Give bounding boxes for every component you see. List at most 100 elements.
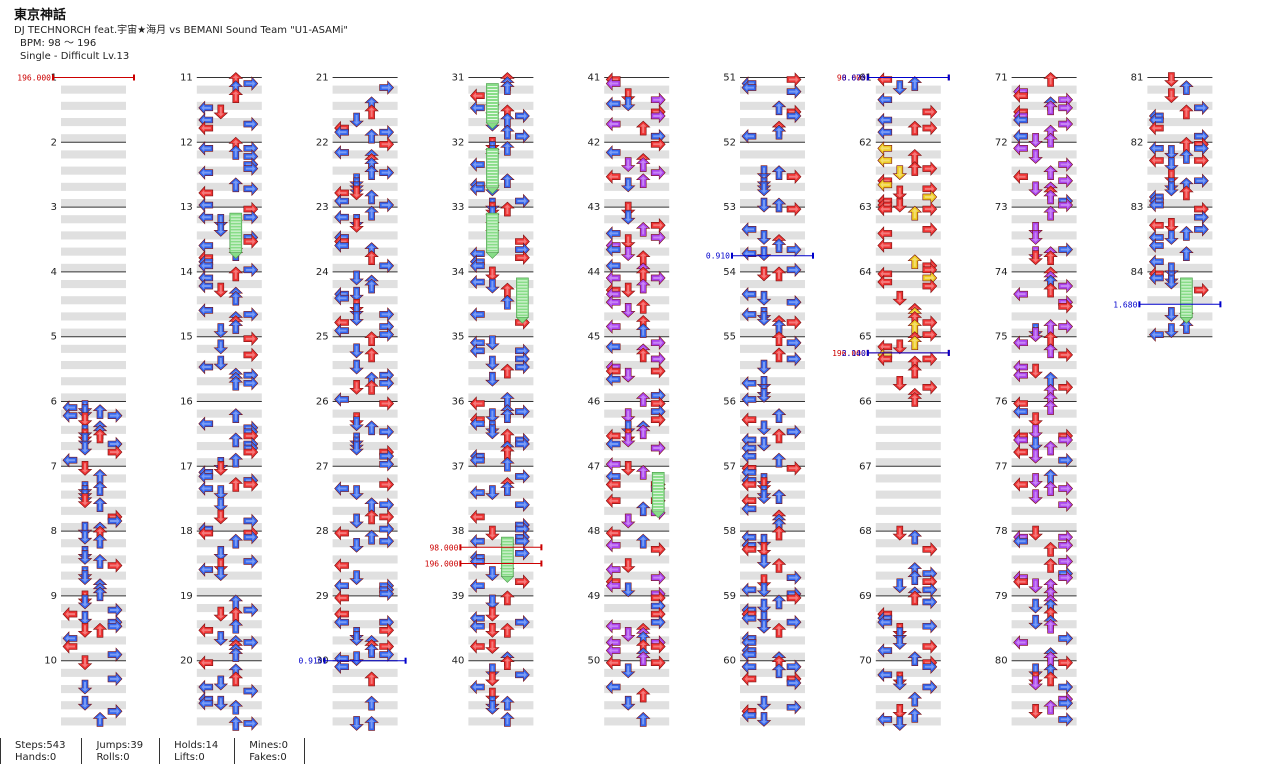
arrow-down-icon <box>1164 274 1179 290</box>
arrow-left-icon <box>198 481 214 496</box>
measure-number: 26 <box>316 397 329 408</box>
arrow-down-icon <box>349 537 364 553</box>
arrow-right-icon <box>1058 173 1074 189</box>
arrow-up-icon <box>500 80 515 95</box>
arrow-down-icon <box>1164 72 1179 87</box>
measure-77: 77 <box>995 461 1077 532</box>
arrow-up-icon <box>907 392 923 407</box>
arrow-down-icon <box>892 375 908 391</box>
arrow-right-icon <box>515 574 530 589</box>
arrow-up-icon <box>500 408 515 423</box>
arrow-down-icon <box>213 675 229 691</box>
measure-45: 45 <box>587 332 670 402</box>
arrow-down-icon <box>1028 598 1043 614</box>
arrow-down-icon <box>213 497 229 513</box>
arrow-down-icon <box>892 525 908 541</box>
arrow-left-icon <box>741 542 757 557</box>
arrow-down-icon <box>756 230 772 245</box>
arrow-left-icon <box>198 141 214 156</box>
arrow-up-icon <box>635 392 651 407</box>
arrow-left-icon <box>1148 197 1164 213</box>
arrow-left-icon <box>1013 477 1028 492</box>
arrow-right-icon <box>1058 537 1074 553</box>
arrow-right-icon <box>786 614 802 630</box>
arrow-right-icon <box>379 586 395 602</box>
arrow-down-icon <box>349 286 364 302</box>
measure-67: 67 <box>859 461 941 532</box>
measure-number: 17 <box>180 461 193 472</box>
arrow-left-icon <box>741 128 757 144</box>
arrow-left-icon <box>469 343 485 359</box>
arrow-up-icon <box>907 161 923 176</box>
arrow-up-icon <box>771 594 787 610</box>
arrow-up-icon <box>364 509 379 525</box>
bpm-change-label: 98.000 <box>429 543 458 552</box>
arrow-up-icon <box>500 363 515 379</box>
arrow-down-icon <box>756 598 772 614</box>
arrow-down-icon <box>892 716 908 731</box>
measure-52: 52 <box>723 137 805 208</box>
arrow-down-icon <box>485 266 500 282</box>
bpm-change-marker: 196.000 <box>17 74 135 83</box>
arrow-down-icon <box>485 594 500 610</box>
arrow-up-icon <box>771 558 787 573</box>
arrow-down-icon <box>485 566 500 582</box>
arrow-up-icon <box>907 335 923 351</box>
arrow-down-icon <box>756 420 772 436</box>
measure-37: 37 <box>452 461 534 532</box>
arrow-down-icon <box>213 323 229 339</box>
arrow-left-icon <box>877 614 893 630</box>
arrow-left-icon <box>605 169 621 184</box>
arrow-right-icon <box>922 679 938 695</box>
arrow-up-icon <box>1043 100 1058 116</box>
arrow-up-icon <box>500 173 515 189</box>
arrow-down-icon <box>1028 703 1043 719</box>
fakes-stat: Fakes:0 <box>249 752 287 763</box>
measure-number: 58 <box>723 526 736 537</box>
measure-7: 7 <box>51 461 126 532</box>
arrow-up-icon <box>92 533 108 549</box>
measure-number: 56 <box>723 397 736 408</box>
arrow-left-icon <box>198 209 214 225</box>
arrow-left-icon <box>1013 635 1028 650</box>
measure-number: 15 <box>180 332 193 343</box>
arrow-down-icon <box>1164 181 1179 197</box>
arrow-down-icon <box>77 695 93 711</box>
arrow-down-icon <box>1164 145 1179 160</box>
measure-number: 74 <box>995 267 1008 278</box>
arrow-down-icon <box>485 408 500 424</box>
arrow-right-icon <box>1058 432 1074 448</box>
arrow-left-icon <box>1013 574 1028 589</box>
arrow-up-icon <box>907 363 923 379</box>
arrow-down-icon <box>485 699 500 715</box>
measure-number: 7 <box>51 461 57 472</box>
measure-68: 68 <box>859 526 941 596</box>
arrow-left-icon <box>334 323 349 338</box>
arrow-up-icon <box>92 481 108 496</box>
arrow-left-icon <box>605 76 621 91</box>
arrow-down-icon <box>349 311 364 326</box>
arrow-left-icon <box>1013 335 1028 351</box>
arrow-right-icon <box>243 529 259 545</box>
arrow-down-icon <box>620 432 636 448</box>
measure-17: 17 <box>180 461 262 532</box>
measure-number: 52 <box>723 137 736 148</box>
arrow-up-icon <box>92 497 108 513</box>
arrow-down-icon <box>1164 88 1179 104</box>
jumps-stat: Jumps:39 <box>96 740 144 751</box>
measure-number: 64 <box>859 267 872 278</box>
arrow-left-icon <box>605 436 621 452</box>
arrow-right-icon <box>786 335 802 351</box>
arrow-left-icon <box>741 610 757 626</box>
lifts-stat: Lifts:0 <box>174 752 205 763</box>
measure-number: 32 <box>452 137 465 148</box>
arrow-right-icon <box>786 461 802 476</box>
measure-number: 30 <box>316 656 329 667</box>
arrow-left-icon <box>198 562 214 577</box>
arrow-right-icon <box>107 671 123 687</box>
arrow-up-icon <box>92 428 108 444</box>
arrow-down-icon <box>1028 132 1043 148</box>
arrow-up-icon <box>771 266 787 282</box>
arrow-up-icon <box>907 590 923 606</box>
arrow-down-icon <box>1028 578 1043 594</box>
